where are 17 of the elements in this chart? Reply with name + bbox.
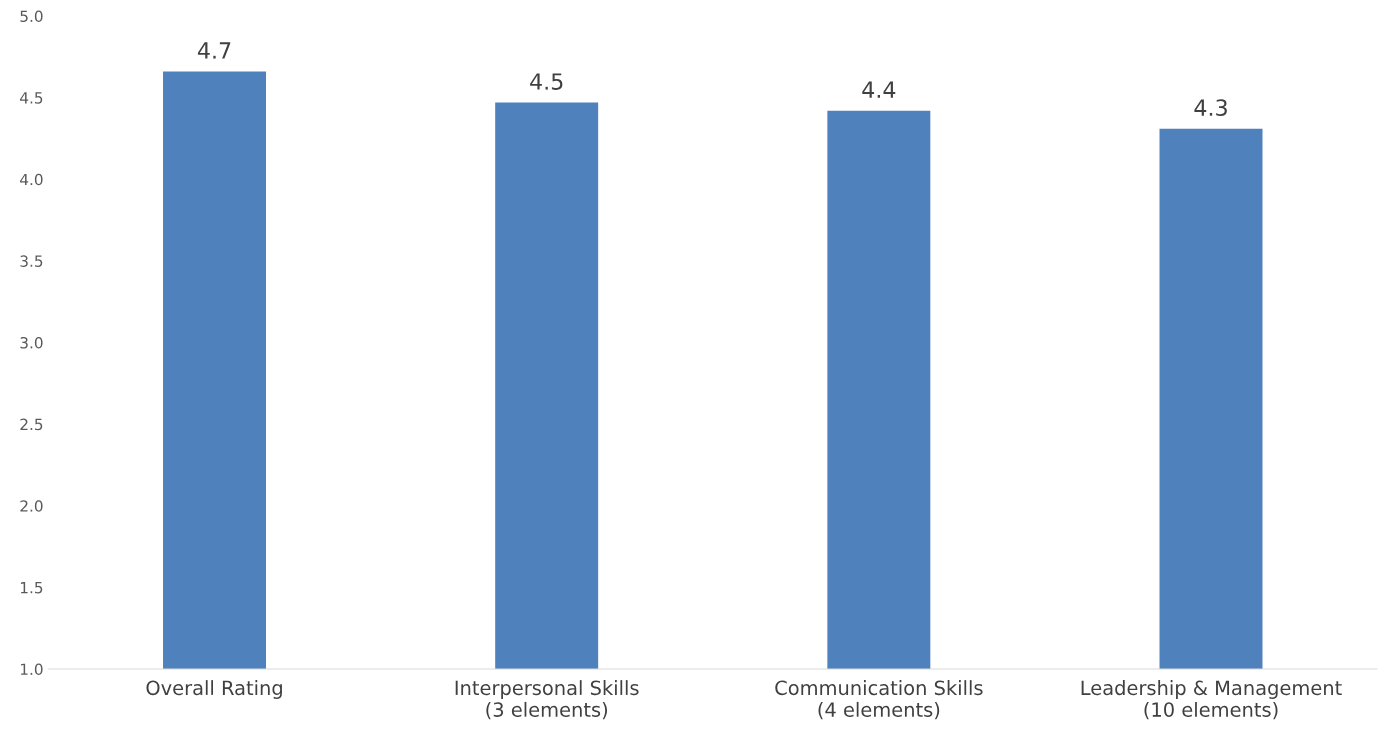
y-tick-label: 3.0 xyxy=(20,336,43,349)
data-label: 4.7 xyxy=(197,42,231,59)
y-tick-label: 2.5 xyxy=(20,418,43,431)
y-tick-label: 4.0 xyxy=(20,173,43,186)
data-label: 4.5 xyxy=(530,73,563,90)
x-tick-label: Overall Rating xyxy=(146,680,282,699)
y-tick-label: 4.5 xyxy=(20,92,43,104)
x-tick-label: Communication Skills (4 elements) xyxy=(775,680,983,720)
y-tick-label: 1.5 xyxy=(20,582,43,594)
x-tick-label: Interpersonal Skills (3 elements) xyxy=(455,680,639,720)
data-label: 4.4 xyxy=(862,81,896,98)
y-tick-label: 3.5 xyxy=(20,255,43,267)
y-tick-label: 1.0 xyxy=(20,663,43,676)
data-label: 4.3 xyxy=(1194,99,1227,117)
y-tick-label: 5.0 xyxy=(20,10,43,23)
x-tick-label: Leadership & Management (10 elements) xyxy=(1081,680,1342,720)
y-tick-label: 2.0 xyxy=(20,500,43,512)
